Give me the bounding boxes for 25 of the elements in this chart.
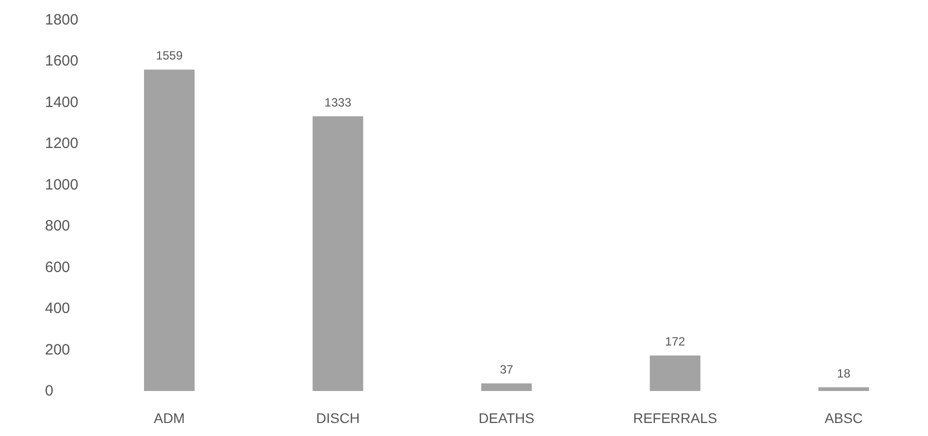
bar	[818, 387, 869, 391]
y-tick-label: 1600	[45, 52, 78, 70]
y-tick-label: 1800	[45, 12, 78, 28]
data-label: 172	[665, 334, 686, 349]
data-label: 37	[500, 362, 514, 376]
y-tick-label: 0	[45, 382, 54, 400]
y-tick-label: 800	[45, 218, 70, 235]
y-tick-label: 400	[45, 300, 70, 318]
y-tick-label: 600	[45, 258, 70, 276]
bar	[650, 356, 700, 391]
x-tick-label: ADM	[154, 410, 185, 426]
bar	[481, 383, 532, 391]
y-tick-label: 200	[45, 341, 70, 358]
data-label: 18	[837, 366, 851, 380]
data-label: 1559	[156, 48, 183, 63]
y-tick-label: 1200	[45, 135, 78, 152]
y-tick-label: 1400	[45, 94, 78, 111]
x-tick-label: REFERRALS	[633, 410, 718, 426]
x-tick-label: ABSC	[824, 410, 863, 426]
x-tick-label: DISCH	[316, 410, 360, 426]
bar	[312, 116, 364, 391]
data-label: 1333	[324, 95, 352, 110]
y-tick-label: 1000	[45, 176, 78, 194]
x-tick-label: DEATHS	[478, 410, 534, 426]
bar	[144, 70, 195, 391]
